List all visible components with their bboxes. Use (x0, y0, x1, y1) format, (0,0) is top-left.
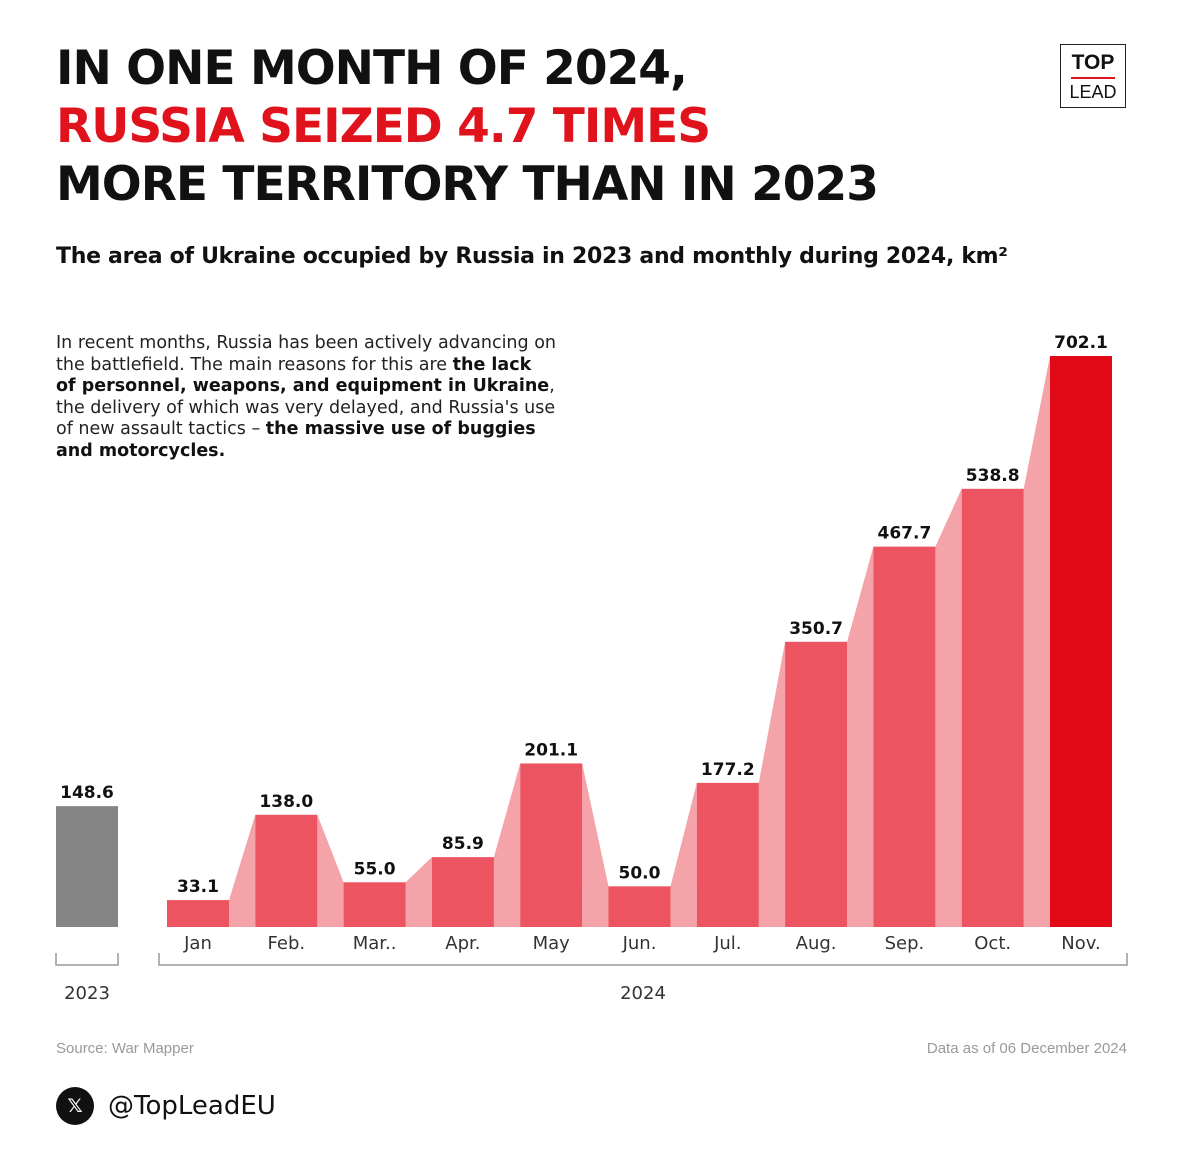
bar-feb (255, 814, 318, 927)
note-bold-1: the lack of personnel, weapons, and equi… (56, 354, 550, 397)
category-label: Feb. (268, 933, 306, 954)
bar-may (520, 763, 583, 927)
value-label: 33.1 (177, 877, 219, 897)
bracket-2023 (55, 953, 119, 966)
bar-aug (785, 641, 848, 927)
connector-4 (582, 763, 609, 927)
bar-nov (1050, 356, 1112, 927)
connector-0 (229, 814, 256, 927)
bracket-2024 (158, 953, 1128, 966)
value-label: 55.0 (354, 859, 396, 879)
category-label: Aug. (796, 933, 837, 954)
value-label: 467.7 (878, 524, 932, 544)
connector-9 (1023, 356, 1050, 927)
connector-6 (758, 641, 786, 927)
group-label-2023: 2023 (64, 983, 110, 1004)
category-label: Jun. (622, 933, 657, 954)
source-note: Source: War Mapper (56, 1040, 194, 1057)
value-label: 201.1 (524, 740, 578, 760)
category-label: Jul. (713, 933, 741, 954)
value-label: 350.7 (789, 619, 843, 639)
category-label: Sep. (885, 933, 925, 954)
connector-1 (317, 814, 344, 927)
bar-jun (608, 886, 671, 927)
connector-3 (493, 763, 521, 927)
bar-sep (873, 546, 936, 927)
category-label: Apr. (445, 933, 480, 954)
value-label: 138.0 (259, 792, 313, 812)
value-label: 538.8 (966, 466, 1020, 486)
logo-bottom: LEAD (1069, 82, 1117, 102)
value-label: 85.9 (442, 834, 484, 854)
bar-2023 (56, 806, 118, 927)
bar-jan (167, 900, 229, 927)
top-lead-logo: TOP LEAD (1060, 44, 1126, 108)
value-label: 177.2 (701, 760, 755, 780)
category-label: May (533, 933, 571, 954)
note-text-1: In recent months, Russia has been active… (56, 333, 556, 375)
category-label: Nov. (1061, 933, 1100, 954)
bar-mar (343, 882, 406, 927)
category-label: Oct. (974, 933, 1011, 954)
value-label-2023: 148.6 (60, 783, 114, 803)
headline-line-1: IN ONE MONTH OF 2024, (56, 41, 688, 96)
logo-top: TOP (1071, 51, 1115, 74)
x-logo-icon: 𝕏 (56, 1087, 94, 1125)
group-label-2024: 2024 (620, 983, 666, 1004)
bar-apr (431, 857, 494, 927)
bar-jul (696, 782, 759, 927)
connector-2 (405, 857, 432, 927)
bar-oct (961, 488, 1024, 927)
headline: IN ONE MONTH OF 2024, RUSSIA SEIZED 4.7 … (56, 40, 879, 214)
handle-text: @TopLeadEU (108, 1091, 276, 1121)
connector-5 (670, 782, 697, 927)
connector-8 (935, 488, 962, 927)
data-date-note: Data as of 06 December 2024 (926, 1040, 1127, 1057)
category-label: Jan (183, 933, 212, 954)
value-label: 702.1 (1054, 333, 1108, 353)
value-label: 50.0 (619, 863, 661, 883)
headline-line-3: MORE TERRITORY THAN IN 2023 (56, 157, 879, 212)
category-label: Mar.. (353, 933, 397, 954)
logo-divider (1071, 77, 1115, 79)
connector-7 (847, 546, 874, 927)
note-bold-2: the massive use of buggies and motorcycl… (56, 419, 536, 461)
note-text-2: , the delivery of which was very delayed… (56, 376, 556, 439)
chart-subtitle: The area of Ukraine occupied by Russia i… (56, 244, 1008, 269)
context-note: In recent months, Russia has been active… (56, 333, 556, 462)
headline-line-2: RUSSIA SEIZED 4.7 TIMES (56, 99, 711, 154)
social-handle[interactable]: 𝕏 @TopLeadEU (56, 1086, 276, 1126)
